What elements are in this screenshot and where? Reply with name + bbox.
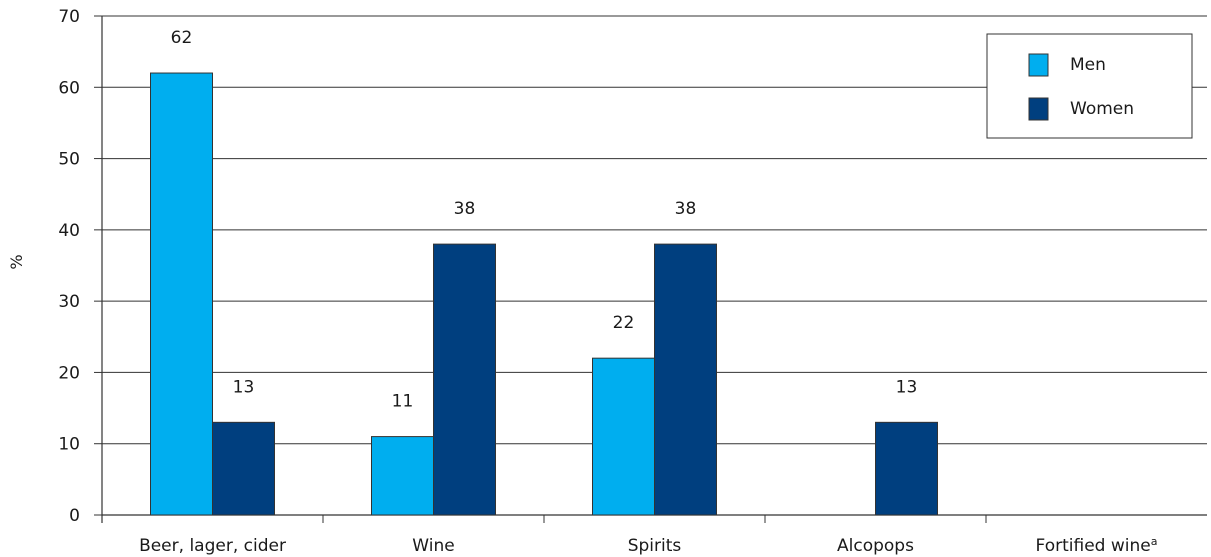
bar-men: [150, 72, 213, 516]
bar-women: [212, 421, 275, 516]
legend-swatch-men: [1028, 53, 1049, 77]
legend-swatch-women: [1028, 97, 1049, 121]
y-tick-label: 40: [58, 221, 80, 241]
y-tick-label: 10: [58, 435, 80, 455]
y-tick-label: 30: [58, 292, 80, 312]
data-label: 22: [613, 313, 635, 333]
legend-label-women: Women: [1070, 99, 1134, 119]
y-axis-label: %: [7, 254, 26, 269]
data-label: 62: [171, 28, 193, 48]
bar-women: [875, 421, 938, 516]
y-tick-label: 60: [58, 78, 80, 98]
data-label: 38: [675, 199, 697, 219]
bar-women: [654, 243, 717, 516]
legend-label-men: Men: [1070, 55, 1106, 75]
bars: [150, 72, 938, 516]
legend: Men Women: [986, 33, 1193, 139]
bar-women: [433, 243, 496, 516]
x-category-label: Fortified winea: [1036, 535, 1158, 557]
y-tick-label: 0: [69, 506, 80, 526]
data-label: 13: [896, 377, 918, 397]
x-category-label: Alcopops: [837, 536, 914, 556]
labels: 0 10 20 30 40 50 60 70 62 13 Beer, lager, cider 11 3…: [58, 7, 1157, 556]
y-tick-label: 50: [58, 150, 80, 170]
x-category-superscript: a: [1151, 535, 1158, 548]
bar-men: [371, 436, 434, 516]
x-category-label: Wine: [412, 536, 454, 556]
x-category-label: Spirits: [628, 536, 682, 556]
x-category-label: Beer, lager, cider: [139, 536, 286, 556]
legend-box: [986, 33, 1193, 139]
bar-men: [592, 357, 655, 516]
data-label: 11: [392, 392, 414, 412]
y-tick-label: 70: [58, 7, 80, 27]
y-tick-label: 20: [58, 363, 80, 383]
data-label: 13: [233, 377, 255, 397]
data-label: 38: [454, 199, 476, 219]
